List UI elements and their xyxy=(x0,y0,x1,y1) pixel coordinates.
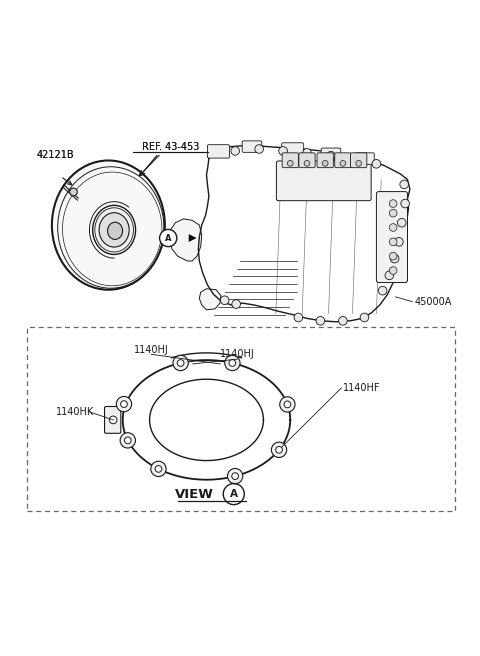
Circle shape xyxy=(400,180,408,189)
FancyBboxPatch shape xyxy=(355,153,374,164)
Circle shape xyxy=(303,148,312,157)
FancyBboxPatch shape xyxy=(335,153,351,168)
Circle shape xyxy=(232,300,240,308)
FancyBboxPatch shape xyxy=(317,153,333,168)
Circle shape xyxy=(389,209,397,217)
FancyBboxPatch shape xyxy=(282,153,299,168)
FancyBboxPatch shape xyxy=(376,192,408,283)
FancyBboxPatch shape xyxy=(282,143,304,155)
Text: 1140HJ: 1140HJ xyxy=(220,350,255,359)
Text: 1140HJ: 1140HJ xyxy=(134,344,169,354)
Circle shape xyxy=(372,159,381,168)
Text: 1140HF: 1140HF xyxy=(343,383,381,393)
FancyBboxPatch shape xyxy=(276,161,371,201)
Ellipse shape xyxy=(99,213,129,247)
Text: 42121B: 42121B xyxy=(37,150,74,160)
Text: 42121B: 42121B xyxy=(37,150,74,160)
Circle shape xyxy=(395,237,403,246)
Circle shape xyxy=(284,401,291,408)
FancyBboxPatch shape xyxy=(105,407,121,434)
Circle shape xyxy=(397,218,406,227)
Circle shape xyxy=(109,416,117,424)
Ellipse shape xyxy=(108,222,122,239)
Text: 45000A: 45000A xyxy=(415,297,452,306)
Circle shape xyxy=(389,253,397,260)
Circle shape xyxy=(294,313,303,322)
Bar xyxy=(27,327,456,511)
Circle shape xyxy=(225,356,240,371)
Circle shape xyxy=(228,468,243,483)
FancyBboxPatch shape xyxy=(207,145,229,158)
Circle shape xyxy=(276,447,282,453)
Polygon shape xyxy=(169,219,202,261)
Circle shape xyxy=(338,316,347,325)
FancyBboxPatch shape xyxy=(350,153,367,168)
Text: A: A xyxy=(165,234,171,243)
Circle shape xyxy=(389,199,397,207)
Ellipse shape xyxy=(52,161,165,290)
Circle shape xyxy=(232,473,239,480)
FancyBboxPatch shape xyxy=(321,148,341,159)
Circle shape xyxy=(360,313,369,322)
Polygon shape xyxy=(199,289,221,310)
Circle shape xyxy=(70,188,77,195)
Text: A: A xyxy=(230,489,238,499)
Circle shape xyxy=(116,396,132,412)
Text: 1140HK: 1140HK xyxy=(56,407,94,417)
Circle shape xyxy=(326,152,335,160)
Circle shape xyxy=(255,145,264,154)
Circle shape xyxy=(340,161,346,166)
Circle shape xyxy=(389,267,397,274)
Circle shape xyxy=(401,199,409,208)
Text: REF. 43-453: REF. 43-453 xyxy=(142,142,199,152)
Circle shape xyxy=(280,397,295,412)
Circle shape xyxy=(173,356,188,371)
Text: REF. 43-453: REF. 43-453 xyxy=(142,142,199,152)
Ellipse shape xyxy=(93,205,135,255)
Circle shape xyxy=(231,146,240,155)
Circle shape xyxy=(120,433,135,448)
FancyBboxPatch shape xyxy=(242,141,262,152)
Circle shape xyxy=(151,461,166,476)
Circle shape xyxy=(271,442,287,457)
Circle shape xyxy=(356,161,361,166)
Circle shape xyxy=(323,161,328,166)
Circle shape xyxy=(229,359,236,366)
Circle shape xyxy=(124,437,131,443)
Circle shape xyxy=(177,359,184,366)
Circle shape xyxy=(120,401,127,407)
Circle shape xyxy=(389,224,397,232)
Circle shape xyxy=(385,271,394,279)
FancyBboxPatch shape xyxy=(299,153,315,168)
Circle shape xyxy=(155,466,162,472)
Circle shape xyxy=(390,255,399,263)
Circle shape xyxy=(350,155,359,163)
Circle shape xyxy=(220,296,229,304)
Circle shape xyxy=(316,316,324,325)
Text: VIEW: VIEW xyxy=(175,487,214,501)
Circle shape xyxy=(279,146,288,155)
Circle shape xyxy=(378,287,387,295)
Circle shape xyxy=(159,230,177,247)
Circle shape xyxy=(304,161,310,166)
Circle shape xyxy=(389,238,397,246)
Circle shape xyxy=(288,161,293,166)
